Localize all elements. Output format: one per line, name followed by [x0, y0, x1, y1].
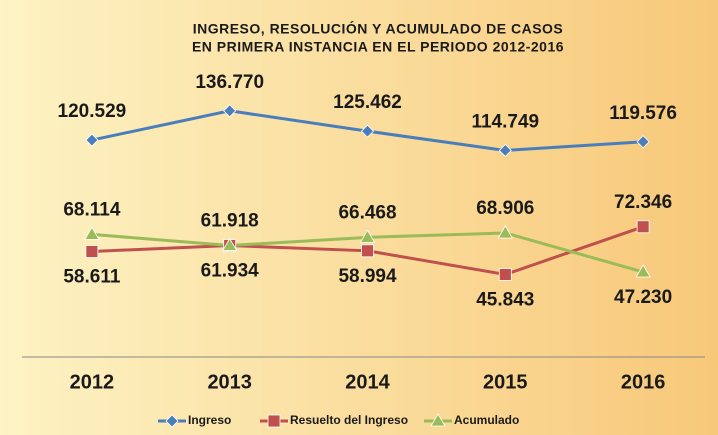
- data-label: 136.770: [195, 72, 264, 93]
- point: [361, 244, 374, 258]
- data-label: 119.576: [609, 103, 677, 124]
- point: [497, 225, 513, 239]
- data-label: 47.230: [614, 287, 672, 308]
- point: [635, 264, 651, 278]
- point: [85, 133, 99, 147]
- point: [498, 143, 512, 158]
- point: [222, 237, 238, 251]
- x-tick-label: 2013: [207, 371, 252, 393]
- point: [84, 226, 100, 240]
- legend-label: Acumulado: [454, 413, 519, 427]
- data-label: 61.934: [201, 261, 260, 282]
- point: [85, 245, 99, 258]
- point: [430, 413, 446, 427]
- x-tick-label: 2012: [70, 371, 115, 393]
- data-label: 114.749: [471, 111, 539, 132]
- data-label: 66.468: [338, 202, 396, 223]
- data-label: 72.346: [614, 192, 672, 213]
- data-label: 125.462: [333, 92, 402, 113]
- chart-title: INGRESO, RESOLUCIÓN Y ACUMULADO DE CASOS: [193, 20, 564, 37]
- point: [636, 135, 650, 149]
- x-tick-label: 2016: [621, 371, 666, 393]
- data-label: 120.529: [58, 101, 127, 122]
- point: [359, 229, 376, 243]
- point: [636, 220, 650, 234]
- point: [223, 104, 237, 118]
- legend-label: Ingreso: [188, 413, 231, 427]
- chart-subtitle: EN PRIMERA INSTANCIA EN EL PERIODO 2012-…: [192, 39, 564, 55]
- point: [267, 414, 281, 428]
- data-label: 61.918: [201, 211, 259, 232]
- legend-label: Resuelto del Ingreso: [290, 413, 408, 427]
- data-label: 68.906: [476, 198, 534, 219]
- x-tick-label: 2015: [483, 371, 528, 393]
- x-tick-label: 2014: [345, 371, 390, 393]
- data-label: 58.611: [63, 267, 120, 288]
- point: [498, 268, 512, 281]
- data-label: 45.843: [476, 289, 534, 310]
- point: [165, 414, 179, 428]
- data-label: 68.114: [63, 199, 120, 220]
- point: [360, 124, 375, 138]
- data-label: 58.994: [338, 266, 397, 287]
